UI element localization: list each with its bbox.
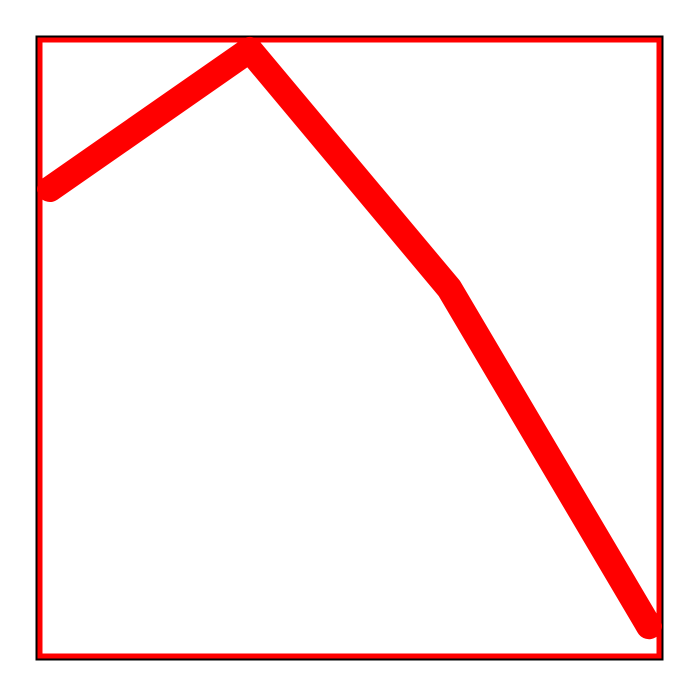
plot-frame-inner	[37, 37, 662, 659]
series-line-0	[37, 36, 662, 640]
series-layer	[37, 36, 662, 640]
